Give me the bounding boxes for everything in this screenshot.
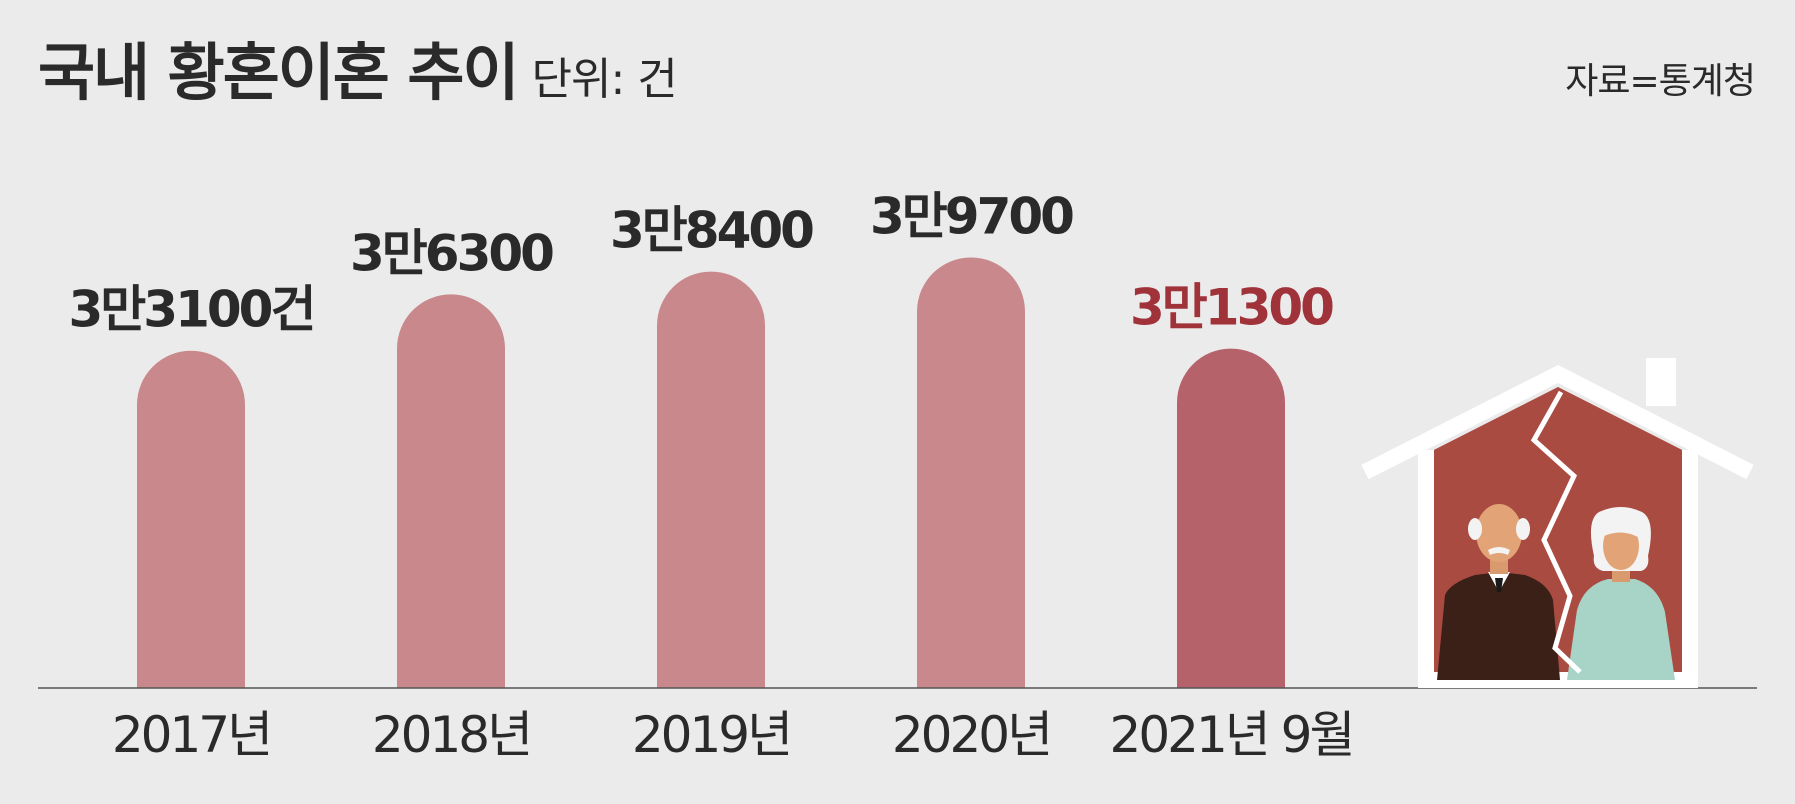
value-label-4: 3만1300 bbox=[1130, 279, 1333, 337]
woman-face bbox=[1603, 522, 1639, 570]
house-illustration bbox=[1361, 358, 1754, 688]
category-label-4: 2021년 9월 bbox=[1110, 706, 1353, 764]
value-label-1: 3만6300 bbox=[350, 224, 553, 282]
bar-0 bbox=[137, 350, 245, 688]
bar-3 bbox=[917, 257, 1025, 688]
bar-1 bbox=[397, 294, 505, 688]
bars-group bbox=[137, 257, 1285, 688]
chimney bbox=[1646, 358, 1676, 406]
category-label-3: 2020년 bbox=[892, 706, 1050, 764]
category-label-2: 2019년 bbox=[632, 706, 790, 764]
man-tie bbox=[1495, 578, 1503, 592]
chart-title: 국내 황혼이혼 추이 단위: 건 bbox=[38, 36, 678, 109]
house-roof bbox=[1361, 365, 1754, 480]
woman-bangs bbox=[1604, 519, 1641, 538]
bar-4 bbox=[1177, 348, 1285, 688]
man-hair-right bbox=[1516, 518, 1530, 540]
bar-2 bbox=[657, 271, 765, 688]
unit-label: 단위: 건 bbox=[531, 54, 678, 105]
value-label-2: 3만8400 bbox=[610, 202, 813, 260]
value-label-0: 3만3100건 bbox=[69, 281, 314, 339]
elderly-woman bbox=[1567, 507, 1675, 680]
source-label: 자료=통계청 bbox=[1565, 61, 1756, 102]
value-labels-group: 3만3100건 3만6300 3만8400 3만9700 3만1300 bbox=[69, 187, 1337, 339]
house-crack bbox=[1530, 390, 1582, 674]
man-head bbox=[1476, 504, 1522, 562]
elderly-man bbox=[1437, 504, 1560, 680]
man-hair-left bbox=[1468, 518, 1482, 540]
value-label-3: 3만9700 bbox=[870, 187, 1073, 245]
man-jacket bbox=[1437, 572, 1560, 680]
category-label-0: 2017년 bbox=[112, 706, 270, 764]
category-label-1: 2018년 bbox=[372, 706, 530, 764]
category-labels-group: 2017년 2018년 2019년 2020년 2021년 9월 bbox=[112, 706, 1356, 764]
woman-dress bbox=[1567, 579, 1675, 680]
man-mustache bbox=[1488, 547, 1510, 555]
